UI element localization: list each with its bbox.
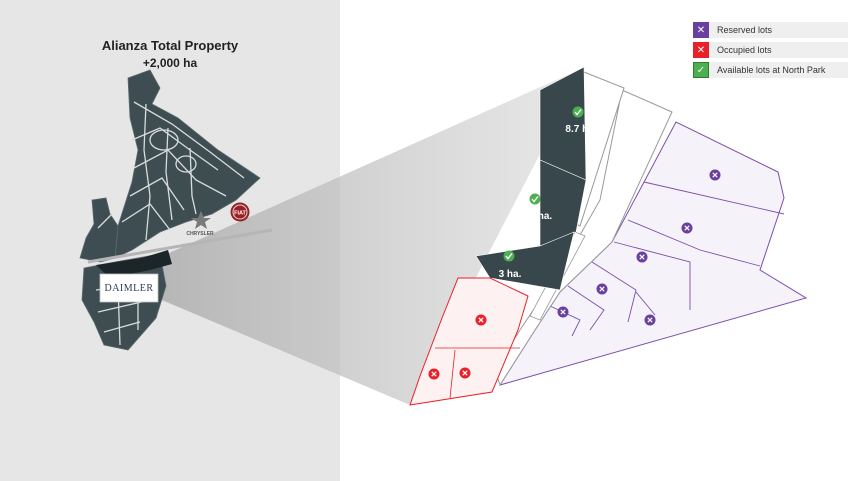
property-title: Alianza Total Property xyxy=(101,38,239,53)
map-legend: ✕ Reserved lots ✕ Occupied lots ✓ Availa… xyxy=(693,22,848,82)
lot-area-label: 8.7 ha. xyxy=(565,124,596,135)
reserved-marker xyxy=(596,283,608,295)
daimler-logo: DAIMLER xyxy=(99,273,159,303)
chrysler-logo-text: CHRYSLER xyxy=(186,231,214,237)
property-map-north-park xyxy=(96,250,172,278)
legend-label: Occupied lots xyxy=(717,45,772,55)
occupied-lots-zone xyxy=(409,277,529,406)
reserved-marker xyxy=(636,251,648,263)
available-marker xyxy=(503,250,515,262)
reserved-marker xyxy=(709,169,721,181)
zoom-projection xyxy=(120,67,585,405)
lot-area-label: 10 ha. xyxy=(524,211,553,222)
occupied-marker xyxy=(475,314,487,326)
occupied-marker xyxy=(459,367,471,379)
property-map-west-block xyxy=(79,197,119,263)
property-area: +2,000 ha xyxy=(142,56,198,70)
north-park-detail: 8.7 ha. 10 ha. 3 ha. xyxy=(409,66,808,406)
legend-label: Reserved lots xyxy=(717,25,773,35)
reserved-marker xyxy=(681,222,693,234)
highway-road xyxy=(87,228,273,264)
fiat-logo: FIAT xyxy=(230,202,250,222)
legend-item-reserved: ✕ Reserved lots xyxy=(693,22,848,38)
check-icon: ✓ xyxy=(693,62,709,78)
lot-area-label: 3 ha. xyxy=(499,269,522,280)
available-marker xyxy=(572,106,584,118)
fiat-logo-text: FIAT xyxy=(234,211,246,217)
x-icon: ✕ xyxy=(693,22,709,38)
available-marker xyxy=(529,193,541,205)
chrysler-logo: CHRYSLER xyxy=(186,211,214,237)
reserved-marker xyxy=(557,306,569,318)
legend-item-available: ✓ Available lots at North Park xyxy=(693,62,848,78)
available-lot-3 xyxy=(475,231,575,291)
reserved-marker xyxy=(644,314,656,326)
x-icon: ✕ xyxy=(693,42,709,58)
legend-label: Available lots at North Park xyxy=(717,65,826,75)
daimler-logo-text: DAIMLER xyxy=(104,283,153,294)
legend-item-occupied: ✕ Occupied lots xyxy=(693,42,848,58)
occupied-marker xyxy=(428,368,440,380)
available-lot-10 xyxy=(539,159,587,247)
